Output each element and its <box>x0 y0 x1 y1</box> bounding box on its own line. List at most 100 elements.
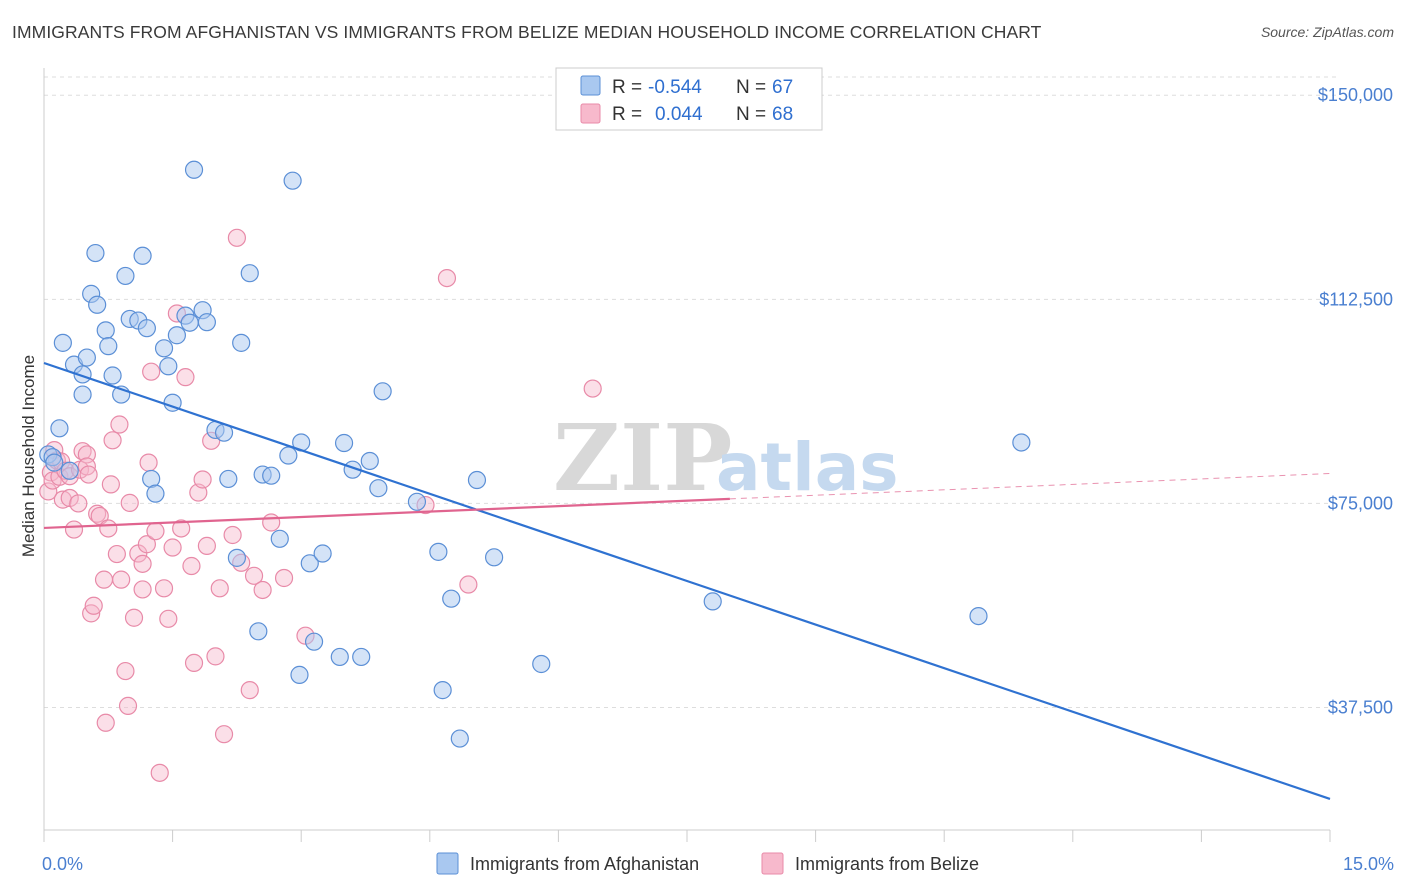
afghanistan-points <box>39 160 1031 748</box>
bottom-legend-swatch-afghanistan <box>436 852 459 875</box>
afghanistan-point <box>159 357 178 376</box>
belize-point <box>94 570 114 589</box>
belize-point <box>253 580 272 600</box>
legend-n-value-belize: 68 <box>772 104 793 125</box>
afghanistan-point <box>219 469 238 489</box>
x-tick-label-start: 0.0% <box>42 854 83 874</box>
belize-point <box>240 681 259 700</box>
afghanistan-point <box>450 729 469 748</box>
belize-point <box>176 368 195 387</box>
belize-point <box>244 566 264 585</box>
chart-source: Source: ZipAtlas.com <box>1260 24 1394 40</box>
afghanistan-point <box>485 548 504 567</box>
afghanistan-point <box>180 313 199 332</box>
belize-point <box>96 713 115 732</box>
afghanistan-point <box>442 589 461 608</box>
afghanistan-point <box>270 529 289 548</box>
belize-point <box>227 228 246 247</box>
legend-n-label-afghanistan: N = <box>736 77 766 98</box>
belize-point <box>274 568 294 588</box>
belize-point <box>124 608 144 627</box>
belize-point <box>159 609 178 628</box>
belize-point <box>163 538 182 557</box>
belize-point <box>137 535 156 554</box>
bottom-legend-label-afghanistan: Immigrants from Afghanistan <box>470 854 699 874</box>
belize-point <box>90 506 109 526</box>
afghanistan-point <box>249 622 268 641</box>
afghanistan-point <box>133 246 152 265</box>
afghanistan-point <box>96 321 115 340</box>
afghanistan-point <box>290 665 309 684</box>
watermark-atlas: atlas <box>716 429 899 506</box>
belize-point <box>79 465 98 484</box>
belize-point <box>133 580 152 599</box>
legend-n-value-afghanistan: 67 <box>772 77 793 98</box>
afghanistan-point <box>467 470 487 490</box>
afghanistan-point <box>330 647 349 667</box>
belize-point <box>206 647 225 666</box>
belize-point <box>193 470 212 489</box>
afghanistan-point <box>73 385 92 404</box>
belize-point <box>120 493 139 512</box>
y-tick-label: $112,500 <box>1319 289 1393 309</box>
watermark-zip: ZIP <box>553 404 732 512</box>
series-legend: Immigrants from Afghanistan Immigrants f… <box>436 852 979 875</box>
legend-swatch-afghanistan <box>580 75 601 96</box>
afghanistan-point <box>88 295 107 314</box>
x-tick-label-end: 15.0% <box>1343 854 1394 874</box>
afghanistan-point <box>352 647 371 667</box>
belize-point <box>262 513 281 532</box>
afghanistan-point <box>369 479 388 498</box>
belize-point <box>116 661 135 681</box>
afghanistan-point <box>433 681 452 700</box>
chart-title: IMMIGRANTS FROM AFGHANISTAN VS IMMIGRANT… <box>12 22 1042 42</box>
belize-point <box>60 488 79 508</box>
correlation-legend: R = -0.544 N = 67 R = 0.044 N = 68 <box>555 67 823 131</box>
afghanistan-point <box>184 160 204 179</box>
belize-point <box>53 490 72 509</box>
bottom-legend-label-belize: Immigrants from Belize <box>795 854 979 874</box>
afghanistan-point <box>240 264 259 283</box>
y-tick-label: $37,500 <box>1328 698 1393 718</box>
legend-r-label-belize: R = <box>612 104 642 125</box>
afghanistan-point <box>373 382 392 401</box>
belize-point <box>197 536 216 555</box>
afghanistan-point <box>262 466 281 485</box>
afghanistan-point <box>429 542 448 561</box>
afghanistan-point <box>146 484 165 503</box>
belize-point <box>210 579 229 598</box>
afghanistan-point <box>334 433 354 453</box>
belize-point <box>99 519 118 538</box>
belize-point <box>459 575 478 594</box>
belize-point <box>146 522 165 541</box>
legend-swatch-belize <box>580 103 601 124</box>
afghanistan-point <box>197 313 216 332</box>
afghanistan-point <box>532 654 551 674</box>
belize-point <box>182 556 201 576</box>
legend-r-label-afghanistan: R = <box>612 77 642 98</box>
belize-point <box>139 453 158 472</box>
belize-point <box>88 504 107 523</box>
belize-trend-line-extension <box>729 472 1331 500</box>
y-axis-label: Median Household Income <box>19 355 38 557</box>
belize-point <box>142 362 161 381</box>
afghanistan-point <box>300 554 319 573</box>
y-tick-labels: $37,500 $75,000 $112,500 $150,000 <box>1318 85 1393 717</box>
belize-point <box>101 475 120 494</box>
afghanistan-point <box>103 366 122 385</box>
belize-point <box>154 579 174 598</box>
afghanistan-point <box>304 632 324 651</box>
y-tick-label: $150,000 <box>1318 85 1393 105</box>
afghanistan-point <box>167 326 186 345</box>
trend-lines <box>43 361 1331 801</box>
afghanistan-point <box>313 544 332 563</box>
belize-point <box>133 554 152 573</box>
x-tick-labels: 0.0% 15.0% <box>42 854 1394 874</box>
afghanistan-point <box>45 453 64 472</box>
afghanistan-point <box>50 419 69 438</box>
afghanistan-point <box>279 446 298 465</box>
afghanistan-trend-line <box>43 361 1331 801</box>
afghanistan-point <box>969 606 988 626</box>
afghanistan-point <box>116 266 135 286</box>
